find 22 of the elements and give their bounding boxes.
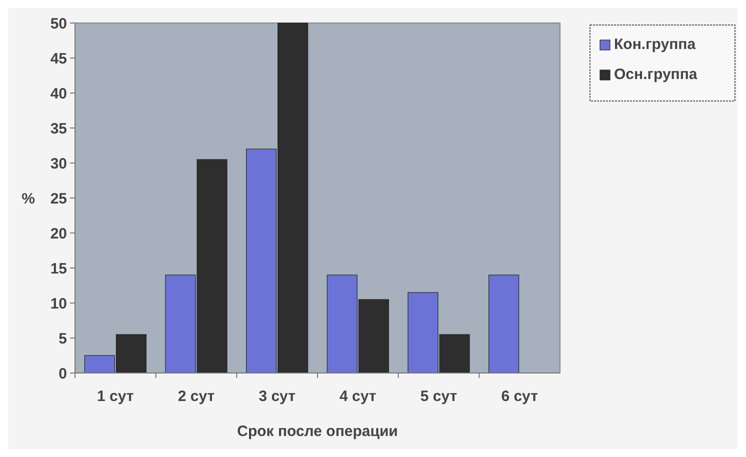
y-tick-label: 35 <box>50 120 67 138</box>
y-tick-label: 45 <box>50 50 67 68</box>
y-tick-label: 50 <box>50 15 67 32</box>
y-tick-label: 40 <box>50 85 67 102</box>
x-tick-label: 4 сут <box>340 388 376 405</box>
y-tick-label: 10 <box>50 295 67 312</box>
legend-label: Осн.группа <box>614 66 698 83</box>
y-tick-label: 30 <box>50 155 67 172</box>
y-tick-label: 0 <box>58 365 67 382</box>
x-tick-label: 2 сут <box>178 388 215 405</box>
y-axis-title: % <box>22 190 35 208</box>
x-axis-title: Срок после операции <box>237 423 398 440</box>
legend-label: Кон.группа <box>614 36 696 53</box>
x-tick-label: 3 сут <box>258 388 296 405</box>
x-tick-label: 6 сут <box>501 388 538 405</box>
x-tick-label: 1 сут <box>97 388 134 405</box>
x-tick-label: 5 сут <box>420 388 458 405</box>
y-tick-label: 25 <box>50 190 67 208</box>
y-tick-label: 20 <box>50 225 67 242</box>
bar <box>488 274 520 374</box>
y-tick-label: 5 <box>58 330 67 348</box>
y-tick-label: 15 <box>50 260 67 278</box>
